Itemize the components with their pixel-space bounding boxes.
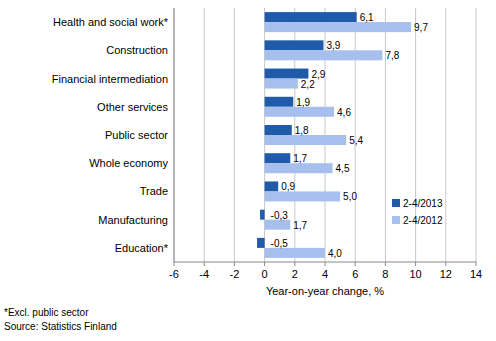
data-label: 4,6: [337, 107, 351, 118]
data-label: 3,9: [326, 40, 340, 51]
category-label: Health and social work*: [53, 16, 169, 28]
tick: [204, 262, 205, 266]
tick: [355, 262, 356, 266]
category-label: Public sector: [105, 129, 168, 141]
tick-label: -4: [199, 268, 209, 280]
tick-label: 0: [262, 268, 268, 280]
tick-label: 4: [322, 268, 328, 280]
grid-line: [234, 8, 235, 262]
data-label: 5,4: [349, 135, 363, 146]
x-axis: [174, 262, 476, 263]
bar: [265, 50, 383, 60]
data-label: 7,8: [385, 50, 399, 61]
data-label: 1,7: [293, 220, 307, 231]
category-label: Education*: [115, 242, 169, 254]
data-label: 1,9: [296, 97, 310, 108]
tick-label: -2: [230, 268, 240, 280]
category-label: Manufacturing: [98, 214, 168, 226]
tick: [415, 262, 416, 266]
tick-label: 12: [440, 268, 452, 280]
legend-swatch: [392, 216, 400, 224]
grid-line: [476, 8, 477, 262]
data-label: 6,1: [360, 12, 374, 23]
bar: [265, 153, 291, 163]
category-label: Construction: [106, 44, 168, 56]
data-label: 4,5: [336, 163, 350, 174]
tick-label: 6: [352, 268, 358, 280]
bar: [265, 125, 292, 135]
tick: [325, 262, 326, 266]
category-label: Trade: [140, 185, 168, 197]
legend-label: 2-4/2013: [403, 198, 443, 209]
tick: [174, 262, 175, 266]
data-label: 1,7: [293, 153, 307, 164]
bar: [265, 107, 334, 117]
bar: [257, 238, 265, 248]
data-label: 4,0: [328, 248, 342, 259]
grid-line: [174, 8, 175, 262]
data-label: -0,5: [271, 238, 289, 249]
chart: -6 -4 -2 0 2 4 6 8 10 12 14 Health and social work*…: [0, 0, 496, 341]
data-label: 5,0: [343, 191, 357, 202]
tick-label: 10: [409, 268, 421, 280]
grid-line: [445, 8, 446, 262]
tick-label: -6: [169, 268, 179, 280]
legend: 2-4/2013 2-4/2012: [392, 198, 443, 226]
data-label: 9,7: [414, 22, 428, 33]
tick: [234, 262, 235, 266]
bar: [265, 40, 324, 50]
axis-title: Year-on-year change, %: [266, 285, 384, 297]
category-label: Whole economy: [89, 157, 168, 169]
bar: [265, 69, 309, 79]
grid-line: [204, 8, 205, 262]
category-label: Other services: [97, 101, 168, 113]
bar: [265, 163, 333, 173]
bar: [265, 79, 298, 89]
tick: [264, 262, 265, 266]
legend-swatch: [392, 199, 400, 207]
data-label: -0,3: [271, 210, 289, 221]
bar: [265, 220, 291, 230]
legend-label: 2-4/2012: [403, 215, 443, 226]
bar: [260, 210, 265, 220]
tick-label: 14: [470, 268, 482, 280]
grid-line: [385, 8, 386, 262]
bar: [265, 191, 341, 201]
bar: [265, 97, 294, 107]
tick-label: 2: [292, 268, 298, 280]
y-axis: [174, 8, 175, 262]
data-label: 2,2: [301, 79, 315, 90]
bar: [265, 12, 357, 22]
note: *Excl. public sector: [4, 307, 89, 318]
bar: [265, 135, 347, 145]
labels: Health and social work* 6,1 9,7 Constructio…: [52, 12, 429, 259]
bar: [265, 248, 325, 258]
bar: [265, 22, 411, 32]
note: Source: Statistics Finland: [4, 321, 117, 332]
data-label: 1,8: [295, 125, 309, 136]
tick: [476, 262, 477, 266]
data-label: 0,9: [281, 181, 295, 192]
tick: [385, 262, 386, 266]
tick-label: 8: [382, 268, 388, 280]
tick: [445, 262, 446, 266]
category-label: Financial intermediation: [52, 73, 168, 85]
tick: [294, 262, 295, 266]
grid: [174, 8, 476, 266]
bar: [265, 181, 279, 191]
bars: [257, 12, 411, 258]
